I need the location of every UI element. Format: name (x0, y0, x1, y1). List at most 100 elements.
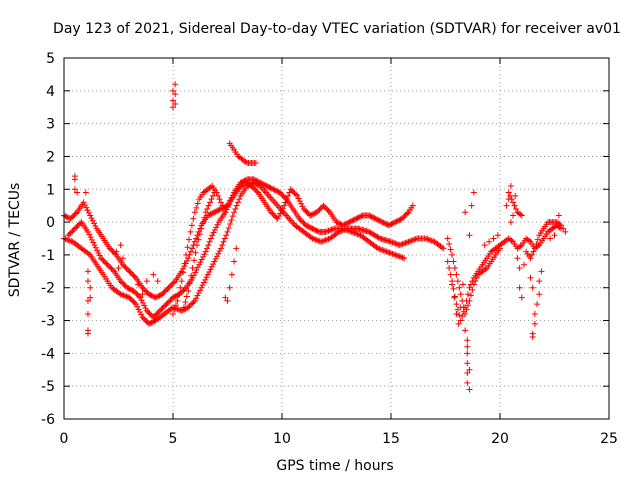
data-point (208, 210, 215, 217)
data-point (225, 224, 232, 231)
data-point (127, 269, 134, 276)
data-point (193, 242, 200, 249)
data-point (380, 219, 387, 226)
data-point (307, 212, 314, 219)
data-point (143, 278, 150, 285)
data-point (205, 202, 212, 209)
data-point (73, 224, 80, 231)
data-point (405, 238, 412, 245)
data-point (245, 181, 252, 188)
data-point (368, 213, 375, 220)
data-point (422, 235, 429, 242)
data-point (229, 192, 236, 199)
data-point (192, 269, 199, 276)
data-point (211, 189, 218, 196)
data-point (71, 225, 78, 232)
data-point (507, 182, 514, 189)
data-point (312, 226, 319, 233)
data-point (381, 220, 388, 227)
data-point (316, 206, 323, 213)
data-point (393, 252, 400, 259)
data-point (178, 268, 185, 275)
data-point (347, 218, 354, 225)
data-point (375, 217, 382, 224)
data-point (166, 298, 173, 305)
y-tick-label: 3 (46, 117, 55, 133)
data-point (191, 257, 198, 264)
data-point (209, 192, 216, 199)
data-point (201, 214, 208, 221)
data-point (124, 284, 131, 291)
data-point (170, 87, 176, 94)
data-point (250, 176, 257, 183)
data-point (193, 204, 200, 211)
data-point (401, 213, 408, 220)
data-point (237, 179, 244, 186)
data-point (518, 294, 525, 301)
data-point (319, 238, 326, 245)
data-point (147, 311, 154, 318)
data-point (390, 251, 397, 258)
data-point (198, 225, 205, 232)
data-point (266, 184, 273, 191)
data-point (155, 309, 162, 316)
data-point (123, 265, 130, 272)
data-point (517, 211, 524, 218)
data-point (152, 294, 159, 301)
x-tick-label: 15 (382, 431, 400, 447)
data-point (215, 207, 222, 214)
data-point (276, 189, 283, 196)
data-point (165, 284, 172, 291)
data-point (186, 303, 193, 310)
data-point (87, 212, 94, 219)
data-point (211, 209, 218, 216)
data-point (117, 291, 124, 298)
data-point (142, 305, 149, 312)
plot-frame (63, 57, 610, 420)
data-point (518, 212, 525, 219)
data-point (449, 281, 456, 288)
data-point (68, 214, 75, 221)
data-point (72, 210, 79, 217)
data-point (390, 239, 397, 246)
data-point (534, 301, 541, 308)
data-point (188, 272, 195, 279)
data-point (310, 236, 317, 243)
data-point (204, 212, 211, 219)
data-point (382, 248, 389, 255)
data-point (396, 217, 403, 224)
data-point (464, 360, 471, 367)
data-point (197, 259, 204, 266)
data-point (170, 310, 176, 317)
data-point (197, 287, 204, 294)
data-point (494, 232, 501, 239)
data-point (310, 226, 317, 233)
data-point (388, 238, 394, 245)
data-point (139, 291, 146, 298)
data-point (183, 293, 190, 300)
data-point (217, 245, 224, 252)
data-point (221, 235, 228, 242)
data-point (277, 210, 284, 217)
data-point (92, 244, 99, 251)
data-point (270, 186, 277, 193)
data-point (303, 208, 310, 215)
data-point (354, 231, 361, 238)
data-point (531, 320, 538, 327)
data-point (192, 249, 199, 256)
data-point (108, 246, 115, 253)
data-point (96, 252, 103, 259)
data-point (343, 220, 350, 227)
data-point (201, 251, 208, 258)
data-point (462, 327, 469, 334)
data-point (320, 202, 327, 209)
data-point (393, 218, 400, 225)
data-point (295, 195, 302, 202)
data-point (269, 210, 276, 217)
data-point (451, 293, 458, 300)
data-point (139, 284, 146, 291)
data-point (402, 211, 409, 218)
data-point (67, 229, 74, 236)
data-point (195, 236, 202, 243)
data-point (134, 303, 141, 310)
